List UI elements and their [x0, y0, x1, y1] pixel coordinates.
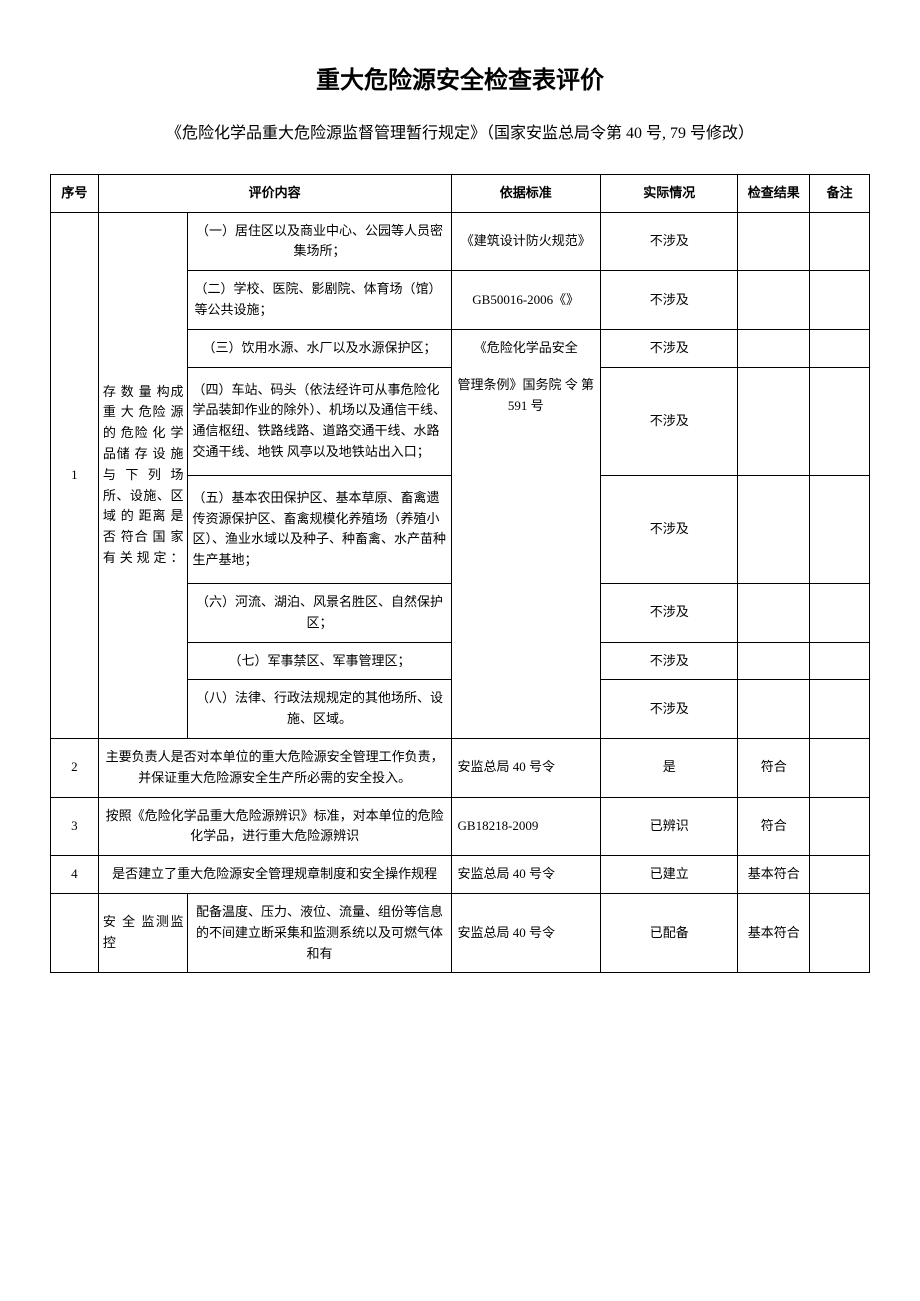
cell-actual: 已辨识: [600, 797, 737, 856]
cell-standard: 安监总局 40 号令: [451, 893, 600, 972]
cell-standard: 《危险化学品安全: [451, 329, 600, 367]
cell-remark: [810, 797, 870, 856]
cell-content: 是否建立了重大危险源安全管理规章制度和安全操作规程: [98, 856, 451, 894]
header-content: 评价内容: [98, 174, 451, 212]
cell-content: （八）法律、行政法规规定的其他场所、设施、区域。: [188, 680, 451, 739]
cell-category: 安 全 监测监控: [98, 893, 188, 972]
cell-standard: 安监总局 40 号令: [451, 738, 600, 797]
cell-seq: 2: [51, 738, 99, 797]
cell-remark: [810, 642, 870, 680]
table-row: 1 存 数 量 构成 重 大 危险 源 的 危险 化 学 品储 存 设 施与 下…: [51, 212, 870, 271]
table-row: 4 是否建立了重大危险源安全管理规章制度和安全操作规程 安监总局 40 号令 已…: [51, 856, 870, 894]
cell-result: 符合: [738, 797, 810, 856]
cell-actual: 不涉及: [600, 367, 737, 475]
cell-actual: 是: [600, 738, 737, 797]
cell-result: [738, 367, 810, 475]
cell-seq: [51, 893, 99, 972]
cell-content: （六）河流、湖泊、风景名胜区、自然保护区；: [188, 583, 451, 642]
header-actual: 实际情况: [600, 174, 737, 212]
cell-result: 基本符合: [738, 856, 810, 894]
table-row: 3 按照《危险化学品重大危险源辨识》标准，对本单位的危险化学品，进行重大危险源辨…: [51, 797, 870, 856]
sub-title: 《危险化学品重大危险源监督管理暂行规定》（国家安监总局令第 40 号, 79 号…: [50, 120, 870, 149]
cell-remark: [810, 367, 870, 475]
checklist-table: 序号 评价内容 依据标准 实际情况 检查结果 备注 1 存 数 量 构成 重 大…: [50, 174, 870, 974]
header-remark: 备注: [810, 174, 870, 212]
cell-actual: 不涉及: [600, 680, 737, 739]
cell-content: （四）车站、码头（依法经许可从事危险化学品装卸作业的除外）、机场以及通信干线、通…: [188, 367, 451, 475]
cell-result: [738, 329, 810, 367]
header-result: 检查结果: [738, 174, 810, 212]
cell-content: （七）军事禁区、军事管理区；: [188, 642, 451, 680]
cell-standard: 《建筑设计防火规范》: [451, 212, 600, 271]
cell-seq: 4: [51, 856, 99, 894]
cell-actual: 不涉及: [600, 271, 737, 330]
cell-standard: 管理条例》国务院 令 第 591 号: [451, 367, 600, 738]
cell-content: （一）居住区以及商业中心、公园等人员密集场所；: [188, 212, 451, 271]
cell-result: [738, 642, 810, 680]
cell-remark: [810, 583, 870, 642]
cell-content: （二）学校、医院、影剧院、体育场（馆）等公共设施；: [188, 271, 451, 330]
cell-result: 基本符合: [738, 893, 810, 972]
cell-remark: [810, 738, 870, 797]
table-row: 安 全 监测监控 配备温度、压力、液位、流量、组份等信息的不间建立断采集和监测系…: [51, 893, 870, 972]
cell-remark: [810, 680, 870, 739]
cell-actual: 不涉及: [600, 212, 737, 271]
cell-standard: GB50016-2006《》: [451, 271, 600, 330]
header-standard: 依据标准: [451, 174, 600, 212]
cell-result: [738, 271, 810, 330]
cell-content: （五）基本农田保护区、基本草原、畜禽遗传资源保护区、畜禽规模化养殖场（养殖小区）…: [188, 475, 451, 583]
cell-actual: 不涉及: [600, 475, 737, 583]
cell-seq: 3: [51, 797, 99, 856]
cell-result: 符合: [738, 738, 810, 797]
cell-actual: 不涉及: [600, 329, 737, 367]
cell-remark: [810, 212, 870, 271]
cell-seq: 1: [51, 212, 99, 738]
cell-result: [738, 212, 810, 271]
cell-actual: 不涉及: [600, 642, 737, 680]
cell-actual: 已配备: [600, 893, 737, 972]
cell-remark: [810, 893, 870, 972]
cell-result: [738, 680, 810, 739]
cell-content: 按照《危险化学品重大危险源辨识》标准，对本单位的危险化学品，进行重大危险源辨识: [98, 797, 451, 856]
cell-result: [738, 583, 810, 642]
cell-result: [738, 475, 810, 583]
cell-remark: [810, 329, 870, 367]
cell-remark: [810, 271, 870, 330]
cell-remark: [810, 856, 870, 894]
cell-category: 存 数 量 构成 重 大 危险 源 的 危险 化 学 品储 存 设 施与 下 列…: [98, 212, 188, 738]
cell-standard: GB18218-2009: [451, 797, 600, 856]
cell-actual: 已建立: [600, 856, 737, 894]
cell-content: （三）饮用水源、水厂以及水源保护区；: [188, 329, 451, 367]
cell-content: 主要负责人是否对本单位的重大危险源安全管理工作负责，并保证重大危险源安全生产所必…: [98, 738, 451, 797]
main-title: 重大危险源安全检查表评价: [50, 60, 870, 95]
cell-remark: [810, 475, 870, 583]
cell-actual: 不涉及: [600, 583, 737, 642]
cell-content: 配备温度、压力、液位、流量、组份等信息的不间建立断采集和监测系统以及可燃气体和有: [188, 893, 451, 972]
cell-standard: 安监总局 40 号令: [451, 856, 600, 894]
table-header-row: 序号 评价内容 依据标准 实际情况 检查结果 备注: [51, 174, 870, 212]
header-seq: 序号: [51, 174, 99, 212]
table-row: 2 主要负责人是否对本单位的重大危险源安全管理工作负责，并保证重大危险源安全生产…: [51, 738, 870, 797]
